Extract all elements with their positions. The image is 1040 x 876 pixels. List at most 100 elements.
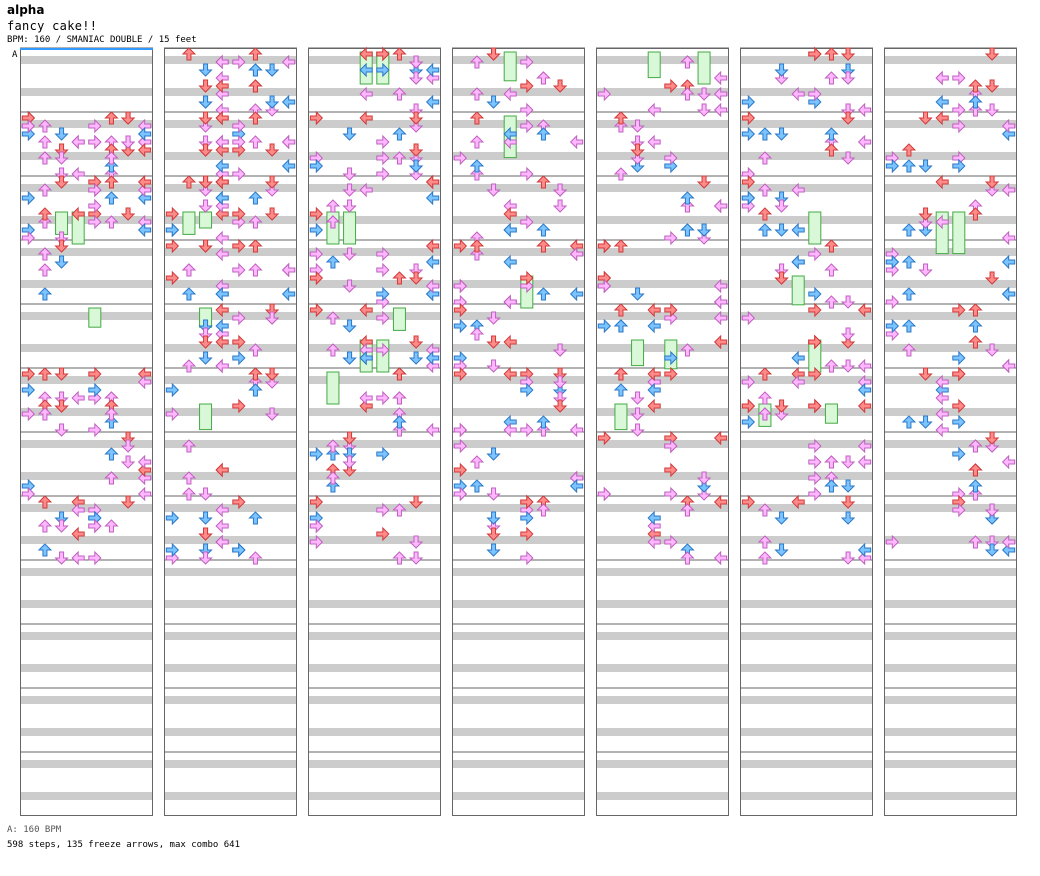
step-arrow [376,262,390,278]
step-arrow [54,367,69,381]
step-arrow [840,151,856,165]
step-arrow [71,526,85,542]
step-arrow [774,223,789,237]
step-arrow [248,551,263,565]
step-arrow [840,295,856,309]
step-arrow [680,87,695,101]
step-arrow [281,54,296,70]
step-arrow [680,343,695,357]
step-arrow [901,343,917,357]
step-arrow [774,63,789,77]
step-arrow [664,366,678,382]
step-arrow [486,527,501,541]
step-arrow [520,214,534,230]
step-arrow [968,439,983,453]
step-arrow [232,334,246,350]
step-arrow [309,110,324,126]
step-arrow [376,46,390,62]
beat-stripe [740,344,873,352]
step-arrow [376,446,390,462]
step-arrow [453,462,468,478]
step-arrow [469,167,485,181]
beat-stripe [452,344,585,352]
step-arrow [165,238,180,254]
step-arrow [198,95,213,109]
beat-stripe [884,120,1017,128]
step-arrow [984,431,1000,445]
step-arrow [630,423,645,437]
beat-stripe [164,536,297,544]
beat-stripe [164,88,297,96]
step-arrow [503,294,517,310]
step-arrow [408,71,424,85]
step-arrow [342,167,357,181]
step-arrow [630,119,645,133]
step-arrow [840,455,856,469]
step-arrow [552,375,568,389]
step-arrow [503,254,517,270]
beat-stripe [164,760,297,768]
step-arrow [104,471,119,485]
step-arrow [325,215,341,229]
step-arrow [857,102,872,118]
step-arrow [215,54,229,70]
step-arrow [309,158,324,174]
beat-stripe [308,632,441,640]
beat-stripe [308,504,441,512]
bpm-legend: A: 160 BPM [7,825,62,835]
step-arrow [37,119,53,133]
beat-stripe [452,56,585,64]
step-arrow [757,183,773,197]
chart-column [452,47,585,816]
step-arrow [840,551,856,565]
beat-stripe [308,440,441,448]
beat-stripe [20,184,153,192]
step-arrow [791,86,805,102]
step-arrow [104,407,119,421]
beat-stripe [308,568,441,576]
step-arrow [713,70,728,86]
step-arrow [1001,286,1016,302]
step-arrow [248,367,263,381]
step-arrow [37,495,53,509]
step-arrow [713,102,728,118]
beat-stripe [596,376,729,384]
chart-column [20,47,153,816]
step-arrow [198,239,213,253]
beat-stripe [20,216,153,224]
column-border [884,48,1017,816]
step-arrow [680,503,695,517]
step-arrow [774,543,789,557]
step-arrow [469,55,485,69]
step-arrow [503,222,517,238]
step-arrow [536,127,551,141]
step-arrow [232,206,246,222]
step-arrow [248,263,263,277]
step-arrow [264,303,280,317]
step-arrow [104,415,119,429]
beat-stripe [20,376,153,384]
step-arrow [1001,182,1016,198]
beat-stripe [20,152,153,160]
step-arrow [37,215,53,229]
step-arrow [215,78,229,94]
step-arrow [408,143,424,157]
step-arrow [37,519,53,533]
step-arrow [376,246,390,262]
beat-stripe [164,184,297,192]
step-arrow [359,182,373,198]
step-arrow [215,358,229,374]
chart-column [164,47,297,816]
step-arrow [232,54,246,70]
freeze-arrow [503,51,517,82]
step-arrow [901,255,917,269]
step-arrow [552,183,568,197]
step-arrow [359,350,373,366]
step-arrow [198,551,213,565]
freeze-arrow [326,371,340,405]
beat-stripe [164,664,297,672]
step-arrow [757,391,773,405]
step-arrow [968,335,983,349]
step-arrow [137,454,152,470]
step-arrow [408,111,424,125]
